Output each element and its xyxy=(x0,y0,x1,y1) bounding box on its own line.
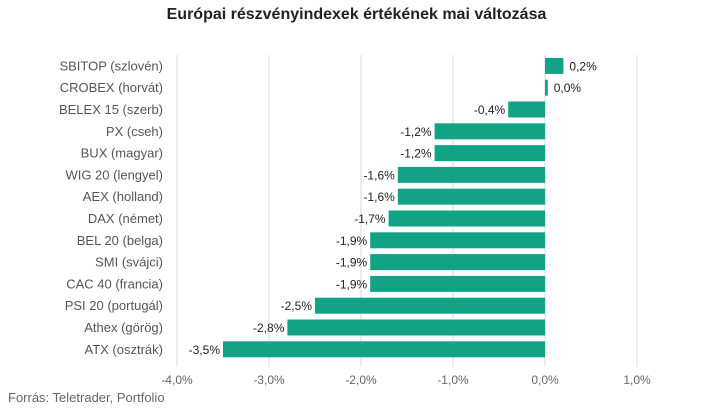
x-tick-label: -2,0% xyxy=(345,373,377,387)
bar xyxy=(315,297,545,314)
category-label: CAC 40 (francia) xyxy=(66,276,163,291)
x-tick-label: -1,0% xyxy=(437,373,469,387)
value-label: -2,8% xyxy=(253,321,285,335)
category-label: Athex (görög) xyxy=(84,320,163,335)
category-label: DAX (német) xyxy=(88,211,163,226)
category-label: SMI (svájci) xyxy=(95,255,163,270)
value-label: -3,5% xyxy=(189,343,221,357)
bar xyxy=(223,341,545,358)
value-labels: 0,2% 0,0% -0,4% -1,2% -1,2% -1,6% -1,6% -1,7% -1… xyxy=(189,59,597,356)
bar xyxy=(388,210,545,227)
category-label: BELEX 15 (szerb) xyxy=(59,102,163,117)
category-label: ATX (osztrák) xyxy=(85,342,164,357)
value-label: -1,9% xyxy=(336,277,368,291)
bar xyxy=(545,57,564,74)
value-label: -1,7% xyxy=(354,212,386,226)
x-tick-label: 1,0% xyxy=(623,373,651,387)
category-label: BUX (magyar) xyxy=(81,146,163,161)
value-label: 0,0% xyxy=(554,81,582,95)
x-tick-label: -3,0% xyxy=(253,373,285,387)
value-label: -1,9% xyxy=(336,234,368,248)
value-label: -0,4% xyxy=(474,103,506,117)
value-label: 0,2% xyxy=(569,59,597,73)
value-label: -1,9% xyxy=(336,256,368,270)
category-label: CROBEX (horvát) xyxy=(60,80,163,95)
category-label: PSI 20 (portugál) xyxy=(65,298,163,313)
bar xyxy=(397,188,545,205)
bar xyxy=(397,166,545,183)
chart-title: Európai részvényindexek értékének mai vá… xyxy=(166,6,547,23)
bar xyxy=(370,232,545,249)
value-label: -1,6% xyxy=(363,190,395,204)
bar xyxy=(287,319,545,336)
category-label: AEX (holland) xyxy=(83,189,163,204)
x-tick-label: -4,0% xyxy=(161,373,193,387)
bar xyxy=(508,101,545,118)
value-label: -1,6% xyxy=(363,168,395,182)
x-axis-ticks: -4,0% -3,0% -2,0% -1,0% 0,0% 1,0% xyxy=(161,373,651,387)
bar xyxy=(434,123,545,140)
x-tick-label: 0,0% xyxy=(531,373,559,387)
value-label: -1,2% xyxy=(400,147,432,161)
bar xyxy=(545,79,548,96)
category-label: SBITOP (szlovén) xyxy=(59,58,163,73)
category-labels: SBITOP (szlovén) CROBEX (horvát) BELEX 15 … xyxy=(59,58,163,356)
value-label: -1,2% xyxy=(400,125,432,139)
category-label: BEL 20 (belga) xyxy=(77,233,163,248)
bar xyxy=(370,275,545,292)
category-label: PX (cseh) xyxy=(106,124,163,139)
category-label: WIG 20 (lengyel) xyxy=(65,167,163,182)
value-label: -2,5% xyxy=(281,299,313,313)
bar xyxy=(370,254,545,271)
bars xyxy=(223,57,564,358)
bar xyxy=(434,145,545,162)
source-note: Forrás: Teletrader, Portfolio xyxy=(8,390,165,405)
